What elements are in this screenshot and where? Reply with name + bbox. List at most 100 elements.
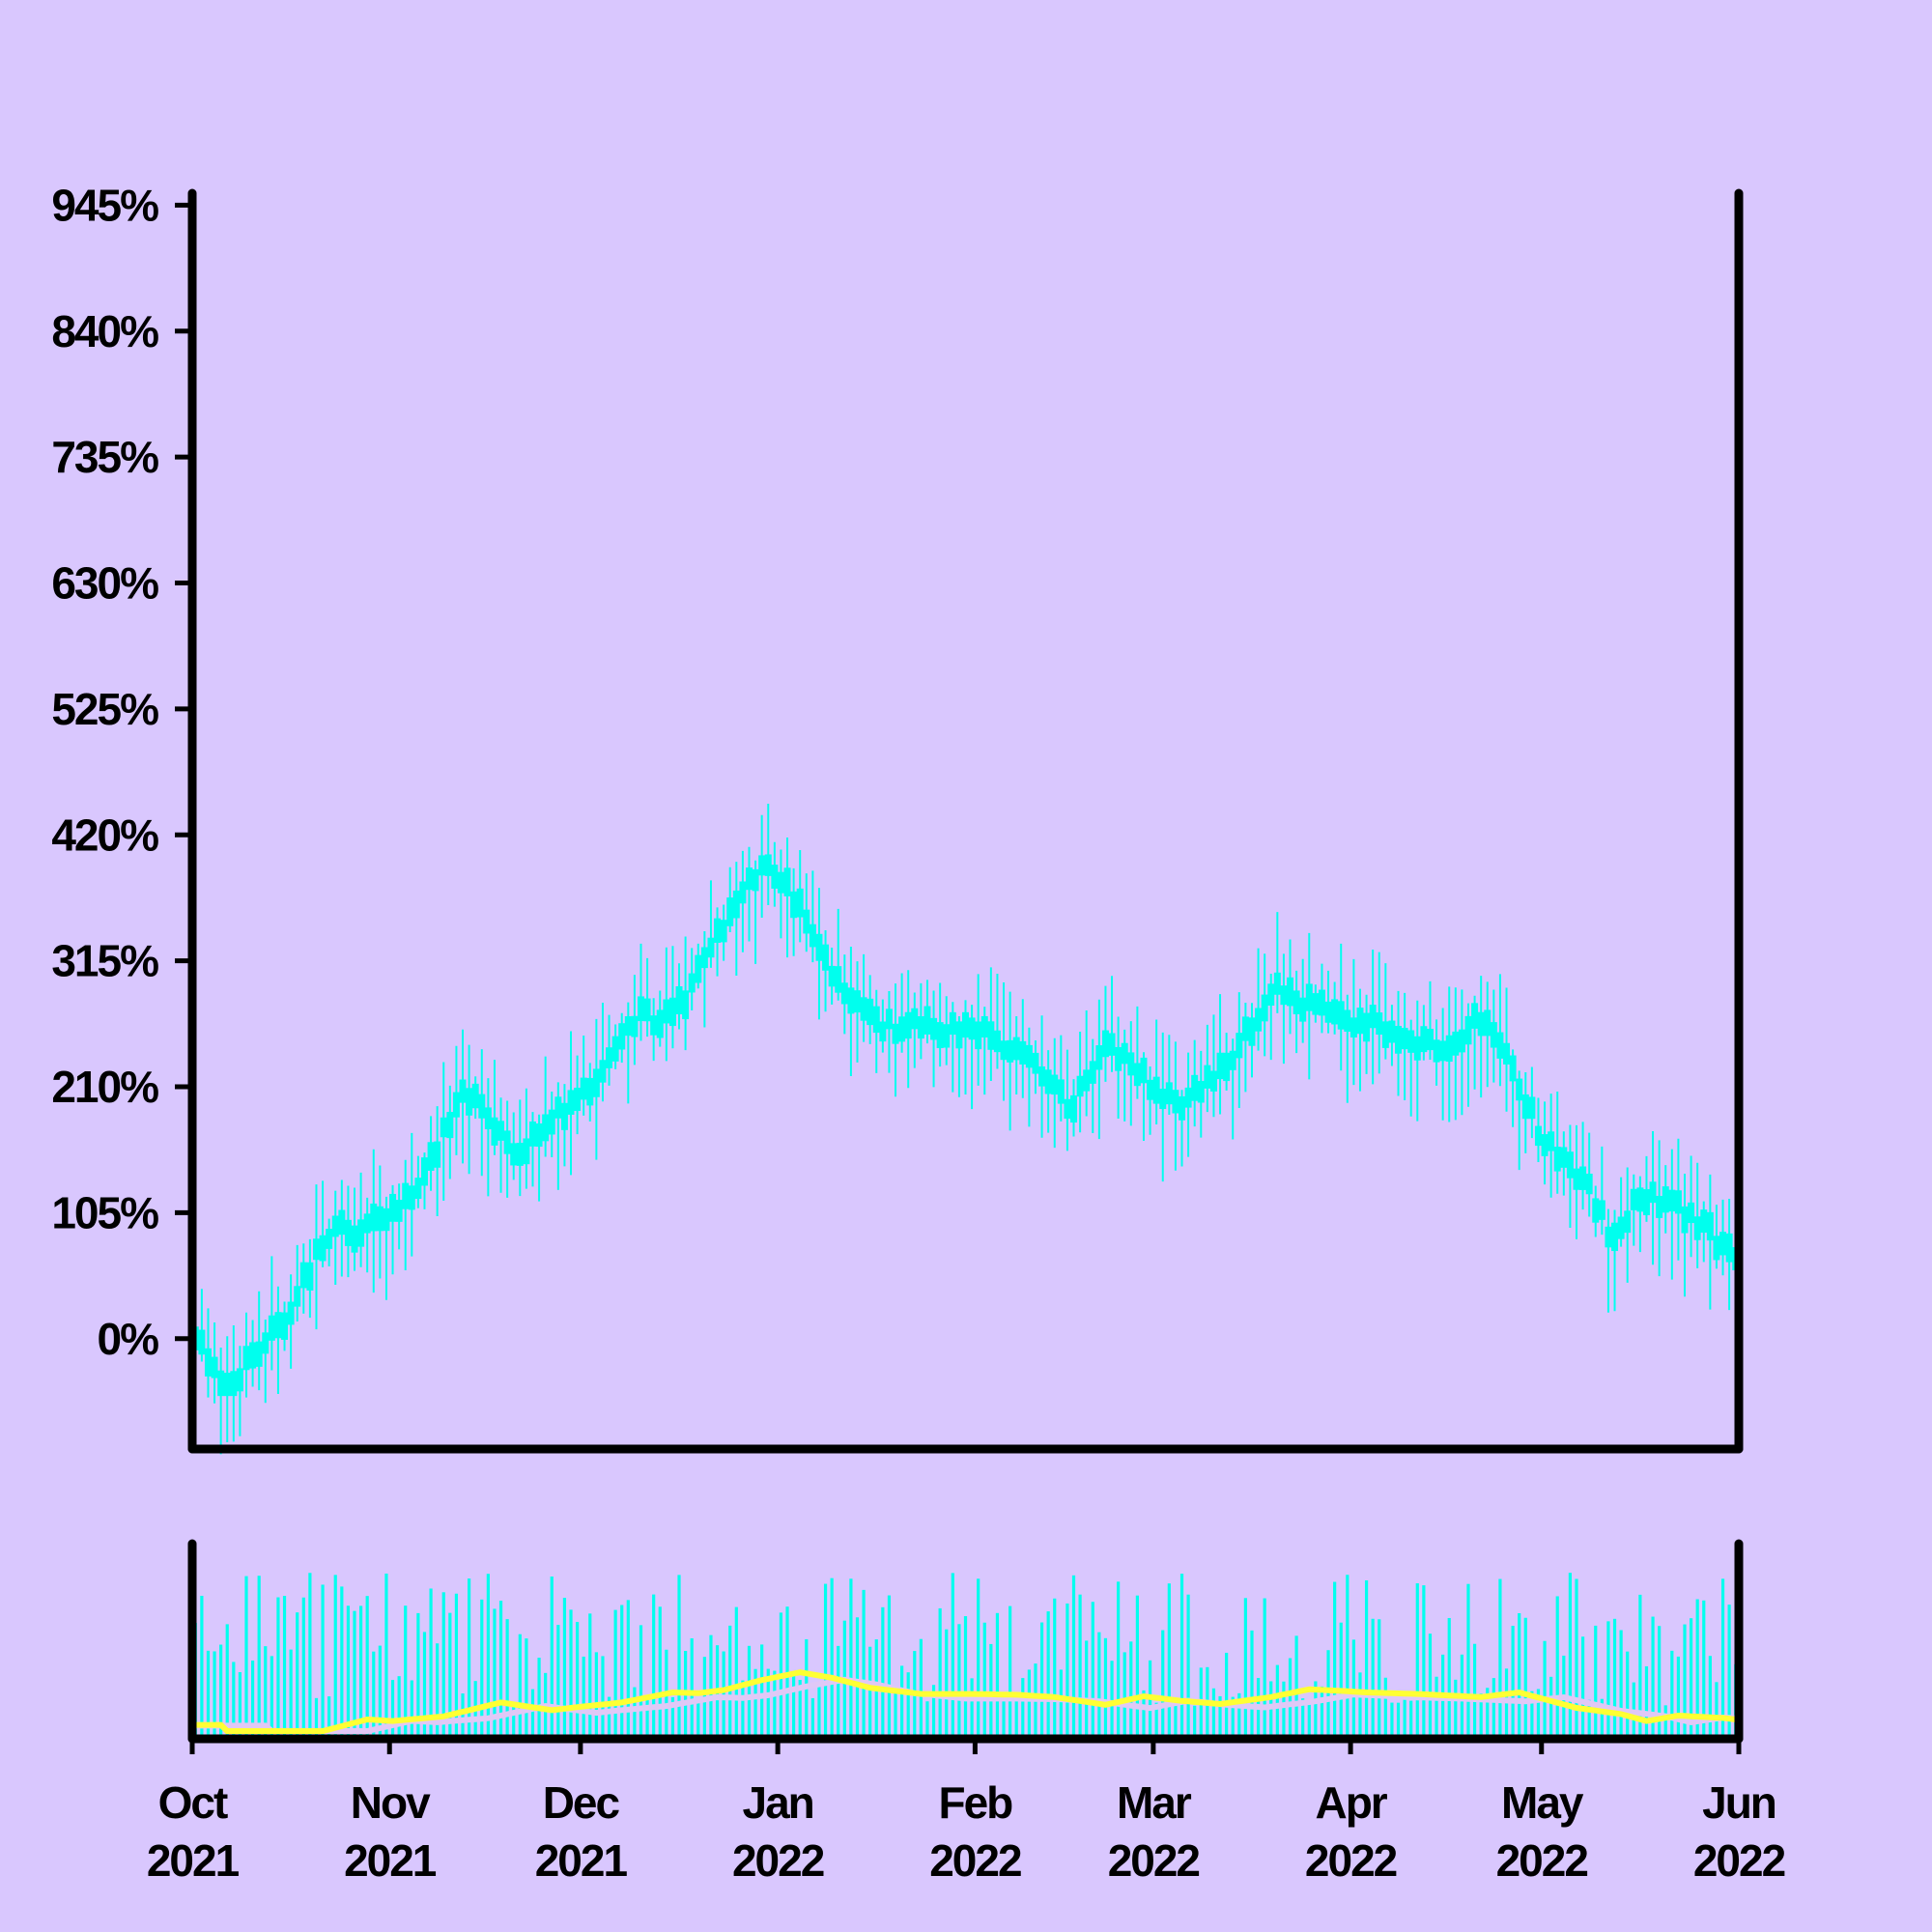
volume-bar (1606, 1621, 1610, 1739)
volume-bar (416, 1612, 420, 1739)
volume-bar (232, 1662, 236, 1739)
volume-bar (1065, 1603, 1069, 1739)
volume-bar (925, 1701, 929, 1739)
volume-bar (1275, 1664, 1279, 1739)
volume-bar (855, 1617, 860, 1739)
x-tick-year: 2021 (344, 1835, 437, 1886)
volume-bar (1320, 1686, 1324, 1739)
candle-body (911, 1008, 919, 1030)
candle-body (414, 1178, 422, 1200)
volume-bar (358, 1605, 363, 1739)
volume-bar (1110, 1661, 1114, 1739)
candle-body (1248, 1017, 1256, 1046)
candle-body (319, 1235, 327, 1262)
candle-body (434, 1141, 441, 1168)
volume-bar (467, 1578, 471, 1739)
candle-body (1261, 994, 1268, 1022)
candle-body (1516, 1078, 1523, 1101)
candle-body (1280, 985, 1288, 1006)
volume-bar (887, 1595, 892, 1739)
volume-bar (1575, 1578, 1578, 1739)
volume-bar (1530, 1690, 1534, 1739)
candle-body (1534, 1125, 1542, 1147)
volume-bar (982, 1622, 986, 1739)
candle-body (1223, 1052, 1231, 1082)
candle-body (1032, 1052, 1039, 1074)
candle-body (1420, 1026, 1428, 1053)
volume-bar (1301, 1698, 1305, 1739)
volume-bar (690, 1637, 694, 1739)
candle-body (1197, 1081, 1205, 1103)
volume-ma-fast (195, 1669, 1737, 1734)
x-tick-year: 2022 (929, 1835, 1021, 1886)
volume-bar (346, 1605, 351, 1739)
candle-body (917, 1016, 924, 1039)
candle-body (306, 1262, 314, 1291)
volume-bar (1288, 1658, 1293, 1739)
volume-bar (296, 1612, 299, 1739)
candle-body (1560, 1147, 1568, 1168)
volume-bar (410, 1680, 413, 1739)
candle-body (1528, 1096, 1536, 1120)
candle-body (1064, 1098, 1071, 1120)
candle-body (503, 1130, 511, 1154)
candle-body (752, 868, 759, 892)
volume-bar (1466, 1583, 1470, 1739)
volume-bar (250, 1660, 255, 1739)
volume-bar (1358, 1672, 1362, 1739)
volume-bar (264, 1646, 268, 1739)
candle-body (312, 1238, 320, 1261)
candle-body (230, 1371, 238, 1397)
y-tick-label: 420% (51, 810, 158, 860)
candle-body (783, 867, 791, 896)
candle-body (764, 854, 772, 876)
volume-bar (562, 1598, 567, 1739)
candle-body (1656, 1195, 1663, 1218)
candle-body (732, 890, 740, 919)
candle-body (847, 987, 855, 1014)
volume-bar (301, 1597, 305, 1739)
candle-body (535, 1122, 543, 1148)
candle-body (758, 855, 766, 876)
candle-body (675, 986, 683, 1015)
volume-bar (1383, 1677, 1387, 1739)
volume-bar (512, 1701, 516, 1739)
candle-body (357, 1219, 365, 1247)
candle-body (1548, 1131, 1555, 1151)
volume-bar (365, 1596, 369, 1739)
volume-bar (1364, 1579, 1369, 1739)
candle-body (204, 1348, 212, 1377)
candle-body (1312, 993, 1320, 1015)
candle-body (745, 867, 753, 891)
volume-bar (353, 1610, 356, 1739)
candle-body (1611, 1222, 1619, 1252)
volume-bar (1396, 1702, 1401, 1739)
candle-body (872, 1006, 880, 1034)
candle-body (1477, 1011, 1485, 1037)
volume-bar (1600, 1698, 1604, 1739)
candle-body (1471, 1003, 1479, 1029)
candle-body (1236, 1033, 1243, 1059)
volume-bar (1129, 1641, 1133, 1739)
volume-bar (340, 1586, 344, 1739)
volume-bar (753, 1668, 757, 1739)
candle-body (1267, 983, 1275, 1007)
candle-body (1579, 1166, 1587, 1190)
candle-body (198, 1329, 206, 1355)
volume-bar (1091, 1602, 1094, 1739)
volume-bars (193, 1573, 1738, 1739)
candle-body (567, 1090, 575, 1115)
volume-bar (225, 1624, 229, 1739)
volume-bar (206, 1650, 211, 1739)
candle-body (466, 1088, 473, 1116)
candle-body (1706, 1211, 1714, 1241)
volume-bar (461, 1693, 465, 1739)
volume-bar (556, 1625, 560, 1739)
x-tick-month: Feb (938, 1777, 1012, 1828)
candle-body (420, 1157, 428, 1186)
candle-body (217, 1370, 225, 1397)
candle-body (1172, 1090, 1179, 1114)
volume-bar (1555, 1596, 1559, 1739)
volume-bar (1727, 1605, 1731, 1739)
candle-body (1719, 1232, 1727, 1256)
